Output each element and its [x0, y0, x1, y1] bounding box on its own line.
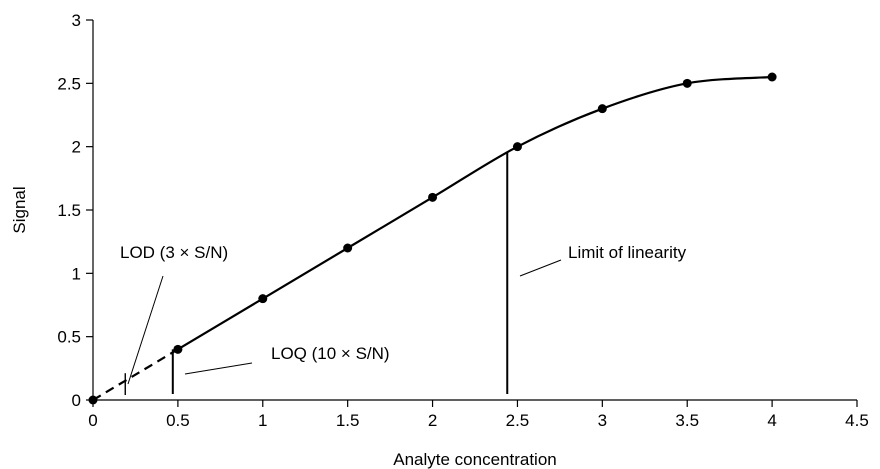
data-point — [343, 243, 353, 253]
data-point — [512, 142, 522, 152]
annotation-label: LOQ (10 × S/N) — [271, 344, 390, 363]
y-tick-label: 1.5 — [57, 201, 81, 220]
data-points — [88, 72, 777, 405]
annotation-leader — [519, 259, 562, 277]
y-axis-label: Signal — [10, 186, 29, 233]
x-tick-label: 3.5 — [675, 411, 699, 430]
calibration-curve — [92, 75, 773, 401]
y-tick-label: 0 — [72, 391, 81, 410]
solid-curve — [177, 75, 773, 351]
annotation-leader — [184, 362, 253, 375]
annotation-label: Limit of linearity — [568, 243, 687, 262]
y-tick-label: 2.5 — [57, 74, 81, 93]
limit-markers — [124, 151, 509, 395]
y-tick-label: 1 — [72, 264, 81, 283]
x-tick-label: 2.5 — [506, 411, 530, 430]
x-tick-label: 4.5 — [845, 411, 869, 430]
x-axis-ticks: 0 0.5 1 1.5 2 2.5 3 3.5 4 4.5 — [88, 400, 869, 430]
y-axis-ticks: 0 0.5 1 1.5 2 2.5 3 — [57, 11, 93, 410]
y-tick-label: 0.5 — [57, 328, 81, 347]
x-tick-label: 1.5 — [336, 411, 360, 430]
annotation-leader — [127, 275, 164, 385]
data-point — [428, 192, 438, 202]
data-point — [682, 78, 692, 88]
x-axis-label: Analyte concentration — [393, 450, 557, 469]
x-tick-label: 0 — [88, 411, 97, 430]
annotations: LOD (3 × S/N) LOQ (10 × S/N) Limit of line… — [120, 243, 687, 385]
data-point — [767, 72, 777, 82]
x-tick-label: 0.5 — [166, 411, 190, 430]
data-point — [88, 395, 98, 405]
x-tick-label: 1 — [258, 411, 267, 430]
annotation-label: LOD (3 × S/N) — [120, 243, 228, 262]
y-tick-label: 2 — [72, 138, 81, 157]
axes — [92, 20, 857, 401]
dashed-extrapolation — [92, 348, 179, 401]
data-point — [173, 344, 183, 354]
data-point — [597, 104, 607, 114]
x-tick-label: 4 — [767, 411, 776, 430]
x-tick-label: 3 — [598, 411, 607, 430]
x-tick-label: 2 — [428, 411, 437, 430]
data-point — [258, 294, 268, 304]
y-tick-label: 3 — [72, 11, 81, 30]
